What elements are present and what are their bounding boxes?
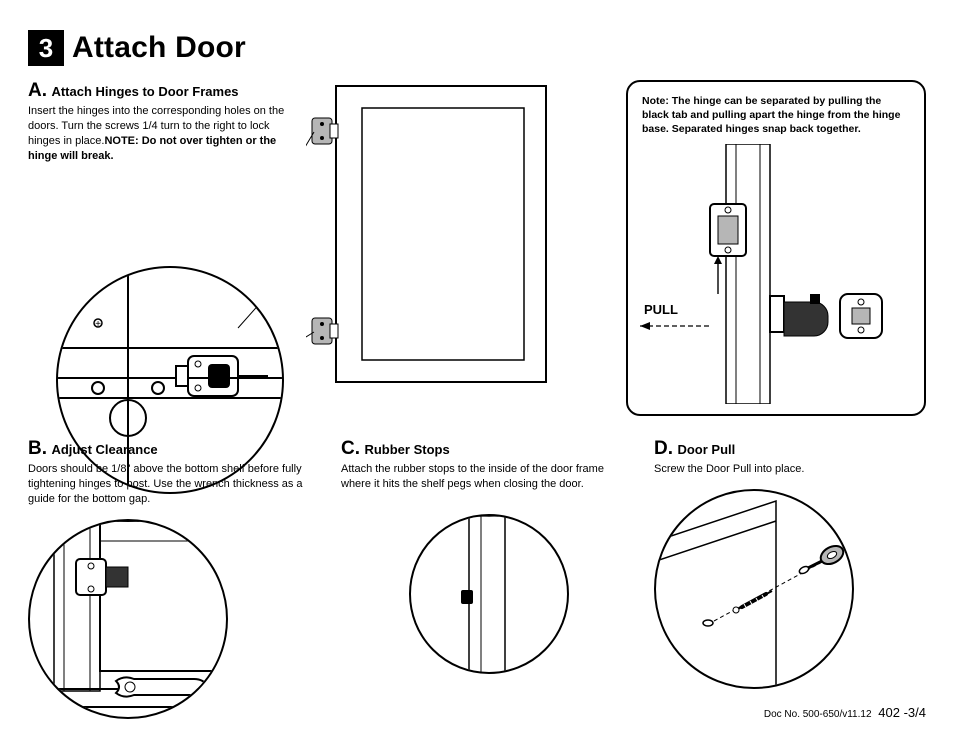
pull-label: PULL: [644, 302, 678, 317]
page-footer: Doc No. 500-650/v11.12 402 -3/4: [764, 705, 926, 720]
section-a-title: A. Attach Hinges to Door Frames: [28, 80, 288, 102]
detail-c-circle: [409, 514, 569, 674]
section-c-label: Rubber Stops: [364, 442, 449, 457]
screw-icon: [733, 591, 772, 613]
section-d: D. Door Pull Screw the Door Pull into pl…: [654, 438, 919, 719]
section-c-letter: C.: [341, 438, 360, 459]
leveler-foot-icon: [64, 707, 92, 719]
door-hinge-bottom-icon: [312, 318, 338, 344]
step-header: 3 Attach Door: [28, 30, 926, 66]
door-pull-icon: [798, 542, 846, 575]
section-b-label: Adjust Clearance: [51, 442, 157, 457]
detail-d-circle: [654, 489, 854, 689]
hinge-side-icon: [76, 559, 128, 595]
wrench-icon: [116, 677, 208, 696]
svg-text:+: +: [95, 319, 101, 330]
page-number: 402 -3/4: [878, 705, 926, 720]
section-d-label: Door Pull: [677, 442, 735, 457]
hinge-base-icon: [710, 204, 746, 256]
detail-c-illustration: [411, 516, 569, 674]
step-title: Attach Door: [72, 31, 246, 65]
hinge-note-text: Note: The hinge can be separated by pull…: [642, 94, 910, 137]
section-d-body: Screw the Door Pull into place.: [654, 462, 919, 477]
door-hinge-top-icon: [312, 118, 338, 144]
door-panel: [306, 80, 551, 390]
section-d-letter: D.: [654, 438, 673, 459]
section-a: A. Attach Hinges to Door Frames Insert t…: [28, 80, 288, 163]
step-number-badge: 3: [28, 30, 64, 66]
hinge-note-panel: Note: The hinge can be separated by pull…: [626, 80, 926, 416]
detail-d-illustration: [656, 491, 854, 689]
section-c-body: Attach the rubber stops to the inside of…: [341, 462, 636, 492]
section-a-label: Attach Hinges to Door Frames: [51, 84, 238, 99]
section-d-title: D. Door Pull: [654, 438, 919, 460]
section-b-letter: B.: [28, 438, 47, 459]
rubber-stop-icon: [461, 590, 473, 604]
section-b-title: B. Adjust Clearance: [28, 438, 323, 460]
section-b-body: Doors should be 1/8" above the bottom sh…: [28, 462, 323, 507]
hinge-separation-illustration: PULL: [640, 144, 916, 404]
doc-number: Doc No. 500-650/v11.12: [764, 709, 872, 720]
detail-b-illustration: [30, 521, 228, 719]
section-b: B. Adjust Clearance Doors should be 1/8"…: [28, 438, 323, 719]
section-c-title: C. Rubber Stops: [341, 438, 636, 460]
door-illustration: [306, 80, 551, 390]
hinge-icon: [176, 356, 268, 396]
section-a-letter: A.: [28, 80, 47, 101]
hinge-arm-icon: [770, 294, 882, 338]
section-a-body: Insert the hinges into the corresponding…: [28, 104, 288, 163]
detail-b-circle: [28, 519, 228, 719]
section-c: C. Rubber Stops Attach the rubber stops …: [341, 438, 636, 719]
